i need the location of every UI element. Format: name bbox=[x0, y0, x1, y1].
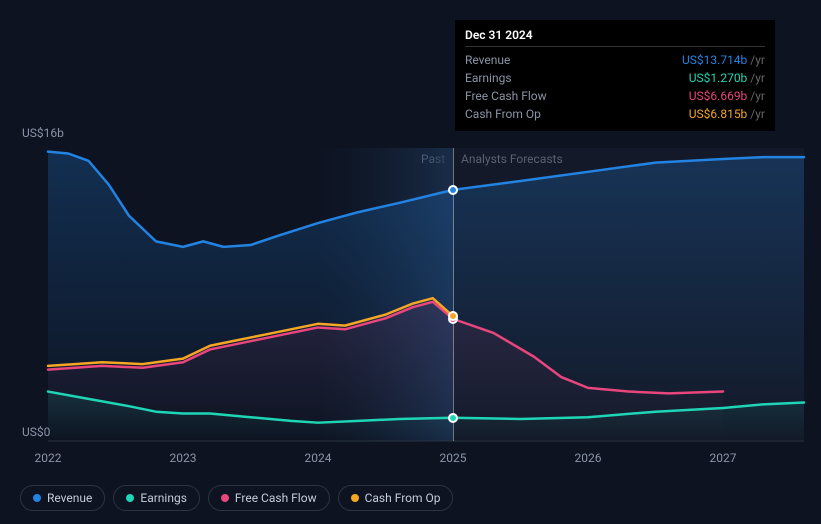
tooltip-metric-label: Earnings bbox=[465, 71, 512, 85]
tooltip-metric-value: US$13.714b bbox=[682, 53, 747, 67]
legend-dot-icon bbox=[351, 494, 359, 502]
x-tick-label: 2024 bbox=[305, 451, 332, 465]
x-tick-label: 2022 bbox=[35, 451, 62, 465]
legend-item-earnings[interactable]: Earnings bbox=[113, 485, 200, 511]
legend-dot-icon bbox=[33, 494, 41, 502]
x-tick-label: 2025 bbox=[440, 451, 467, 465]
x-tick-label: 2023 bbox=[170, 451, 197, 465]
tooltip-metric-value: US$6.669b bbox=[689, 89, 748, 103]
tooltip-metric-unit: /yr bbox=[750, 89, 765, 103]
tooltip-row: Revenue US$13.714b/yr bbox=[465, 51, 765, 69]
tooltip-row: Free Cash Flow US$6.669b/yr bbox=[465, 87, 765, 105]
legend-label: Cash From Op bbox=[365, 491, 441, 505]
tooltip-metric-label: Cash From Op bbox=[465, 107, 541, 121]
tooltip-metric-unit: /yr bbox=[750, 71, 765, 85]
x-tick-label: 2026 bbox=[575, 451, 602, 465]
tooltip-metric-label: Revenue bbox=[465, 53, 510, 67]
chart-tooltip: Dec 31 2024 RevenueUS$13.714b/yrEarnings… bbox=[455, 20, 775, 131]
tooltip-metric-value: US$6.815b bbox=[689, 107, 748, 121]
x-tick-label: 2027 bbox=[710, 451, 737, 465]
legend-dot-icon bbox=[126, 494, 134, 502]
tooltip-row: Cash From Op US$6.815b/yr bbox=[465, 105, 765, 123]
hover-marker-earnings bbox=[448, 413, 458, 423]
tooltip-metric-value: US$1.270b bbox=[689, 71, 748, 85]
tooltip-metric-label: Free Cash Flow bbox=[465, 89, 547, 103]
tooltip-metric-unit: /yr bbox=[750, 107, 765, 121]
legend-label: Earnings bbox=[140, 491, 187, 505]
hover-marker-cfo bbox=[448, 311, 458, 321]
legend-dot-icon bbox=[221, 494, 229, 502]
legend-item-revenue[interactable]: Revenue bbox=[20, 485, 105, 511]
tooltip-date: Dec 31 2024 bbox=[465, 28, 765, 47]
legend-label: Free Cash Flow bbox=[235, 491, 317, 505]
tooltip-metric-unit: /yr bbox=[750, 53, 765, 67]
tooltip-row: Earnings US$1.270b/yr bbox=[465, 69, 765, 87]
legend-item-fcf[interactable]: Free Cash Flow bbox=[208, 485, 330, 511]
chart-legend: Revenue Earnings Free Cash Flow Cash From O… bbox=[20, 485, 453, 511]
hover-marker-revenue bbox=[448, 185, 458, 195]
legend-item-cfo[interactable]: Cash From Op bbox=[338, 485, 454, 511]
legend-label: Revenue bbox=[47, 491, 92, 505]
